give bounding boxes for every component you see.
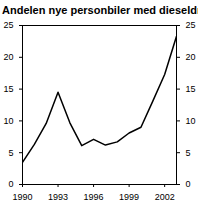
svg-text:0: 0 — [8, 179, 13, 189]
svg-text:2002: 2002 — [155, 192, 175, 202]
svg-text:1990: 1990 — [12, 192, 32, 202]
svg-text:10: 10 — [186, 116, 196, 126]
svg-text:25: 25 — [3, 20, 13, 30]
svg-text:5: 5 — [8, 148, 13, 158]
svg-text:1999: 1999 — [119, 192, 139, 202]
svg-text:15: 15 — [186, 84, 196, 94]
svg-text:1996: 1996 — [84, 192, 104, 202]
svg-text:1993: 1993 — [48, 192, 68, 202]
svg-text:15: 15 — [3, 84, 13, 94]
svg-text:20: 20 — [3, 52, 13, 62]
svg-text:5: 5 — [186, 148, 191, 158]
svg-text:10: 10 — [3, 116, 13, 126]
svg-text:25: 25 — [186, 20, 196, 30]
svg-text:20: 20 — [186, 52, 196, 62]
svg-text:0: 0 — [186, 179, 191, 189]
